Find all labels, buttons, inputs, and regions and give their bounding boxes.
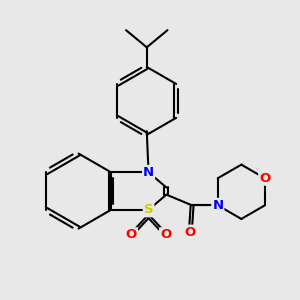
Text: O: O <box>185 226 196 238</box>
Text: O: O <box>259 172 271 185</box>
Text: N: N <box>212 199 224 212</box>
Text: O: O <box>160 228 171 241</box>
Text: N: N <box>143 166 154 179</box>
Text: S: S <box>144 203 153 216</box>
Text: O: O <box>126 228 137 241</box>
